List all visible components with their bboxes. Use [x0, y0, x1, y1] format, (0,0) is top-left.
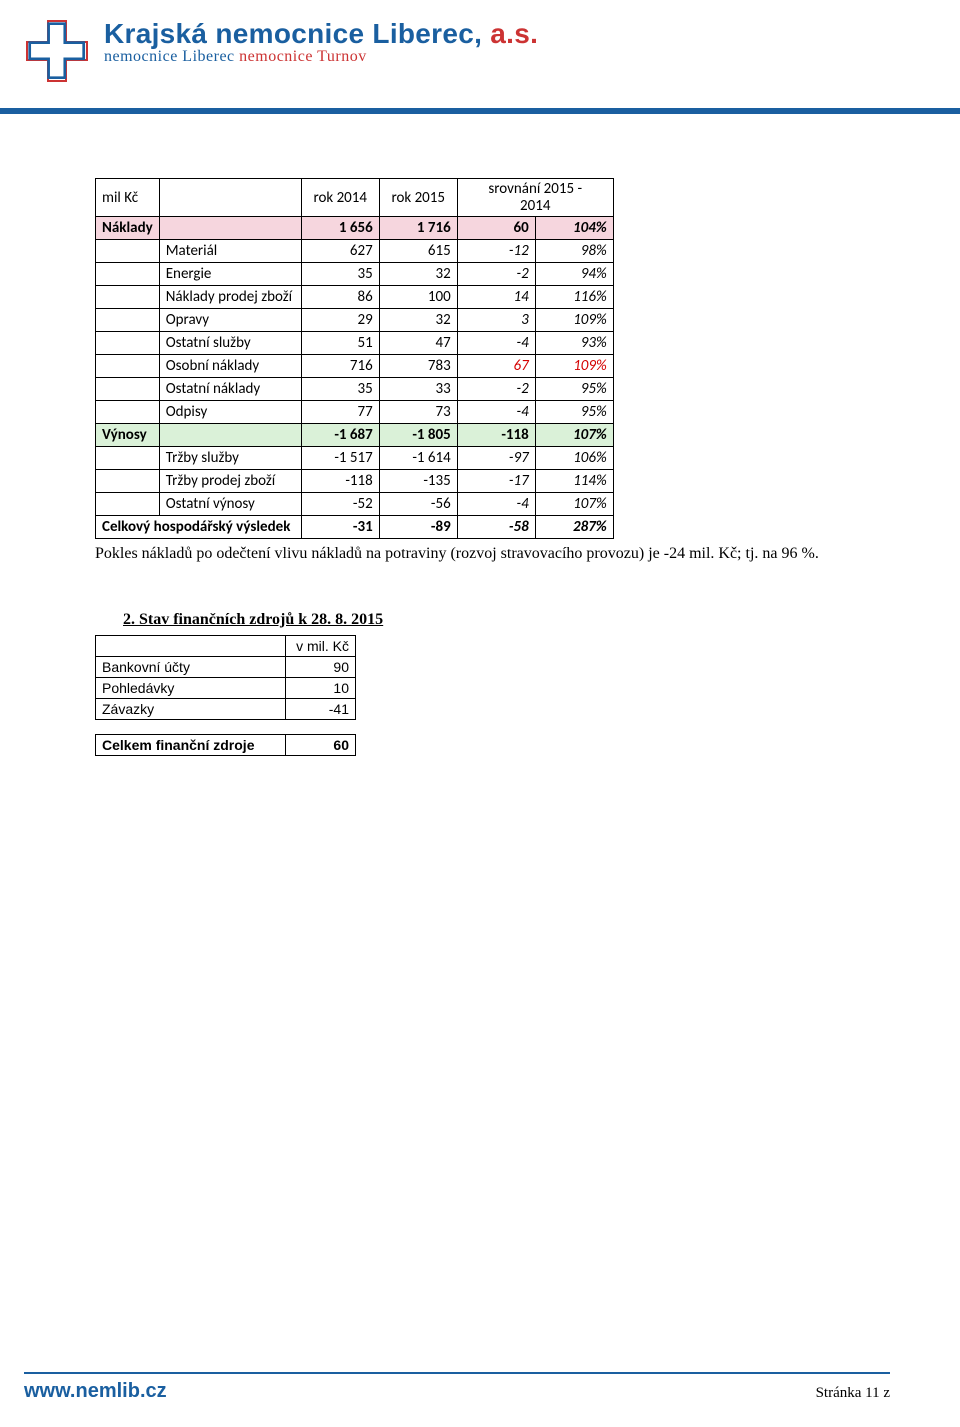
total-label: Celkový hospodářský výsledek	[96, 516, 302, 539]
finance-sources-table: v mil. Kč Bankovní účty90Pohledávky10Záv…	[95, 635, 356, 720]
table-header-row: mil Kč rok 2014 rok 2015 srovnání 2015 -…	[96, 179, 614, 217]
logo-title-part2: a.s.	[490, 18, 538, 49]
footer-divider	[24, 1372, 890, 1374]
org-logo: Krajská nemocnice Liberec, a.s. nemocnic…	[24, 18, 960, 84]
table-row: Závazky-41	[96, 698, 356, 719]
page-footer: www.nemlib.cz Stránka 11 z	[0, 1372, 960, 1403]
table-row: Náklady1 6561 71660104%	[96, 217, 614, 240]
logo-title-part1: Krajská nemocnice Liberec,	[104, 18, 490, 49]
total-row: Celkový hospodářský výsledek -31 -89 -58…	[96, 516, 614, 539]
logo-subtitle-part2: nemocnice Turnov	[235, 48, 367, 65]
table-row: Osobní náklady71678367109%	[96, 355, 614, 378]
hdr-2015: rok 2015	[379, 179, 457, 217]
document-page: Krajská nemocnice Liberec, a.s. nemocnic…	[0, 0, 960, 1427]
header-divider	[0, 108, 960, 114]
total-v2: -89	[379, 516, 457, 539]
note-paragraph: Pokles nákladů po odečtení vlivu nákladů…	[95, 543, 865, 565]
hdr-empty	[159, 179, 301, 217]
financial-table: mil Kč rok 2014 rok 2015 srovnání 2015 -…	[95, 178, 614, 539]
section2-heading: 2. Stav finančních zdrojů k 28. 8. 2015	[123, 611, 865, 629]
table-row: Energie3532-294%	[96, 263, 614, 286]
table-row: Tržby služby-1 517-1 614-97106%	[96, 447, 614, 470]
logo-subtitle-part1: nemocnice Liberec	[104, 48, 235, 65]
footer-page-number: Stránka 11 z	[816, 1385, 890, 1402]
small-hdr-unit: v mil. Kč	[286, 635, 356, 656]
hdr-label: mil Kč	[96, 179, 160, 217]
hdr-2014: rok 2014	[301, 179, 379, 217]
table-row: Náklady prodej zboží8610014116%	[96, 286, 614, 309]
finance-sources-total-table: Celkem finanční zdroje 60	[95, 734, 356, 756]
small-hdr-blank	[96, 635, 286, 656]
logo-cross-icon	[24, 18, 90, 84]
table-row: Výnosy-1 687-1 805-118107%	[96, 424, 614, 447]
table-row: Materiál627615-1298%	[96, 240, 614, 263]
table-row: Opravy29323109%	[96, 309, 614, 332]
total-p: 287%	[535, 516, 613, 539]
footer-url: www.nemlib.cz	[24, 1380, 167, 1403]
table-row: Tržby prodej zboží-118-135-17114%	[96, 470, 614, 493]
small-total-value: 60	[286, 734, 356, 755]
page-header: Krajská nemocnice Liberec, a.s. nemocnic…	[0, 0, 960, 138]
small-total-label: Celkem finanční zdroje	[96, 734, 286, 755]
table-row: Ostatní výnosy-52-56-4107%	[96, 493, 614, 516]
small-header-row: v mil. Kč	[96, 635, 356, 656]
hdr-srov: srovnání 2015 - 2014	[457, 179, 613, 217]
table-row: Bankovní účty90	[96, 656, 356, 677]
total-v1: -31	[301, 516, 379, 539]
table-row: Ostatní služby5147-493%	[96, 332, 614, 355]
small-total-row: Celkem finanční zdroje 60	[96, 734, 356, 755]
table-row: Pohledávky10	[96, 677, 356, 698]
logo-text: Krajská nemocnice Liberec, a.s. nemocnic…	[104, 18, 538, 66]
table-row: Odpisy7773-495%	[96, 401, 614, 424]
finance-sources-block: v mil. Kč Bankovní účty90Pohledávky10Záv…	[95, 635, 865, 756]
content-area: mil Kč rok 2014 rok 2015 srovnání 2015 -…	[0, 138, 960, 756]
total-d: -58	[457, 516, 535, 539]
table-row: Ostatní náklady3533-295%	[96, 378, 614, 401]
